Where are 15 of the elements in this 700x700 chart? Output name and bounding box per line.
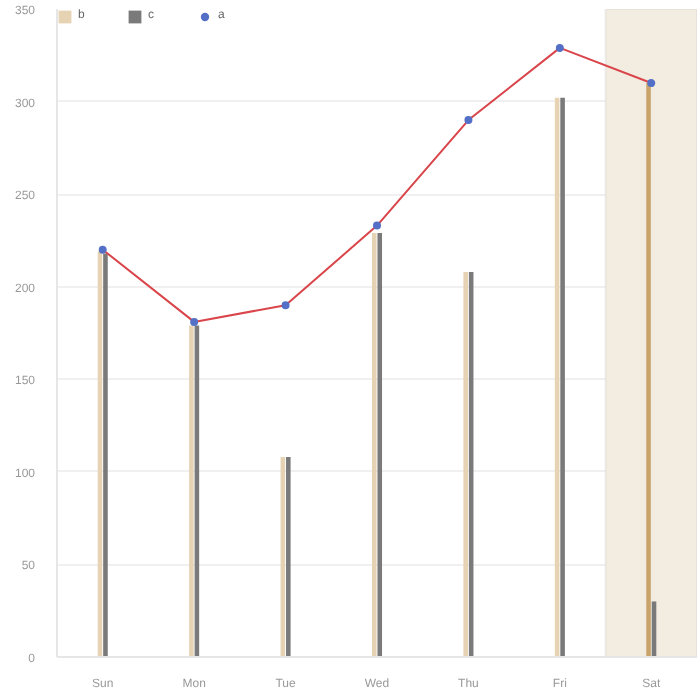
bar xyxy=(560,97,565,657)
point xyxy=(373,221,381,230)
point xyxy=(647,79,656,88)
bar xyxy=(286,457,291,657)
bar xyxy=(371,233,377,657)
bar xyxy=(189,325,194,657)
bar xyxy=(646,83,651,657)
bar xyxy=(463,271,468,657)
bar xyxy=(103,253,108,657)
point xyxy=(98,245,107,254)
bar xyxy=(377,233,383,657)
point xyxy=(555,43,564,52)
point xyxy=(190,317,199,326)
point xyxy=(281,301,290,310)
point xyxy=(464,116,473,125)
